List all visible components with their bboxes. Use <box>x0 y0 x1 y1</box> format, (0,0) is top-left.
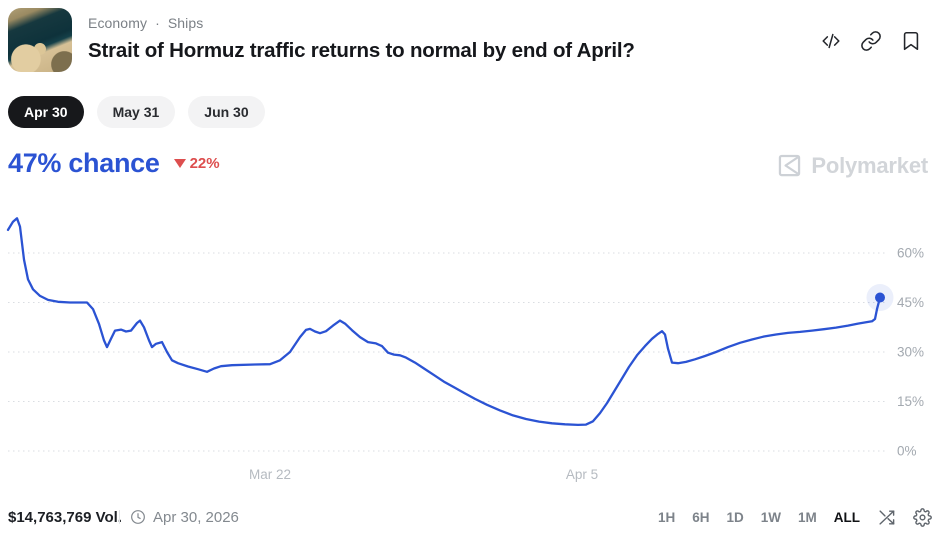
chart-footer: $14,763,769 Vol. Apr 30, 2026 1H 6H 1D 1… <box>0 503 942 531</box>
endpoint-dot <box>875 292 885 303</box>
breadcrumb-category[interactable]: Economy <box>88 15 148 31</box>
outcome-tabs: Apr 30 May 31 Jun 30 <box>8 96 265 128</box>
embed-code-button[interactable] <box>820 30 842 52</box>
timeframe-6h[interactable]: 6H <box>692 509 710 525</box>
y-axis-tick-label: 30% <box>897 345 924 360</box>
tab-jun-30[interactable]: Jun 30 <box>188 96 265 128</box>
end-date-text: Apr 30, 2026 <box>153 508 239 526</box>
timeframe-1m[interactable]: 1M <box>797 509 817 525</box>
copy-link-button[interactable] <box>860 30 882 52</box>
shuffle-arrows-icon <box>879 509 895 525</box>
header-actions <box>820 30 922 52</box>
chance-change: 22% <box>173 155 220 172</box>
volume-text: $14,763,769 Vol. <box>8 508 122 526</box>
x-axis-tick-label: Mar 22 <box>249 467 291 482</box>
tab-apr-30[interactable]: Apr 30 <box>8 96 84 128</box>
end-date-group: Apr 30, 2026 <box>130 509 239 526</box>
market-thumbnail-image <box>8 8 72 72</box>
timeframe-1d[interactable]: 1D <box>726 509 744 525</box>
polymarket-logo-icon <box>779 154 801 177</box>
timeframe-all[interactable]: ALL <box>833 509 860 525</box>
chance-row: 47% chance 22% <box>8 148 220 179</box>
tab-may-31[interactable]: May 31 <box>96 96 176 128</box>
clock-icon <box>131 510 145 524</box>
down-triangle-icon <box>173 159 186 168</box>
y-axis-tick-label: 0% <box>897 444 917 459</box>
chart-settings-button[interactable] <box>913 507 932 527</box>
bookmark-icon <box>903 31 919 51</box>
timeframe-1h[interactable]: 1H <box>657 509 676 525</box>
timeframe-controls: 1H 6H 1D 1W 1M ALL <box>657 507 932 527</box>
polymarket-watermark-text: Polymarket <box>811 152 928 178</box>
timeframe-1w[interactable]: 1W <box>760 509 781 525</box>
breadcrumb-subcategory[interactable]: Ships <box>167 15 204 31</box>
page-title: Strait of Hormuz traffic returns to norm… <box>88 39 635 62</box>
compare-expand-button[interactable] <box>877 508 896 527</box>
y-axis-tick-label: 60% <box>897 246 924 261</box>
copy-link-icon <box>861 31 881 51</box>
chance-value: 47% chance <box>8 148 160 178</box>
price-chart[interactable]: 0% 15% 30% 45% 60% Mar 22 Apr 5 <box>0 210 942 490</box>
y-axis-tick-label: 45% <box>897 295 924 310</box>
x-axis-tick-label: Apr 5 <box>566 467 598 482</box>
breadcrumb: Economy · Ships <box>88 15 207 31</box>
price-line <box>6 217 882 427</box>
polymarket-watermark: Polymarket <box>776 152 928 179</box>
change-percent: 22% <box>189 155 220 172</box>
footer-divider <box>119 510 120 524</box>
breadcrumb-separator: · <box>155 15 160 31</box>
bookmark-button[interactable] <box>900 30 922 52</box>
y-axis-tick-label: 15% <box>897 394 924 409</box>
gear-icon <box>913 507 932 527</box>
embed-code-icon <box>822 33 840 49</box>
